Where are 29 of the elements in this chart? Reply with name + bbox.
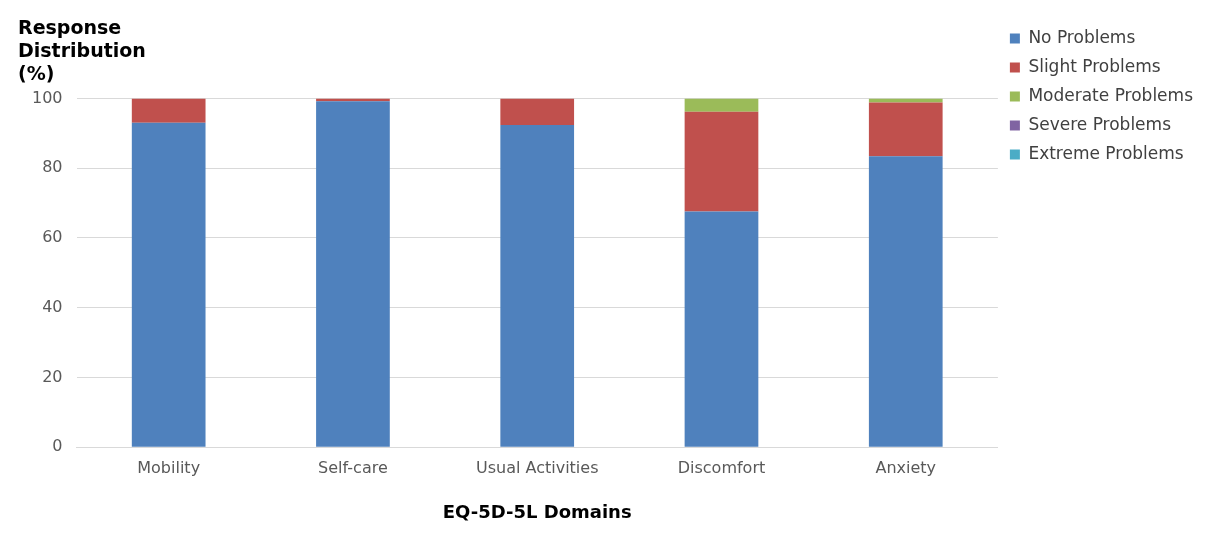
bar (868, 98, 943, 103)
legend-label: Extreme Problems (1028, 142, 1184, 163)
y-tick-label: 80 (42, 157, 63, 177)
x-tick-label: Usual Activities (475, 457, 599, 477)
x-axis-title: EQ-5D-5L Domains (442, 500, 632, 522)
bar (131, 98, 206, 123)
y-tick-label: 60 (42, 227, 63, 247)
y-tick-label: 40 (42, 296, 63, 316)
legend-label: No Problems (1028, 26, 1136, 47)
legend-label: Slight Problems (1028, 55, 1161, 76)
bar (684, 211, 759, 447)
y-tick-label: 0 (52, 436, 63, 456)
bar (684, 98, 759, 112)
bar (868, 156, 943, 447)
x-tick-label: Discomfort (677, 457, 766, 477)
legend-label: Moderate Problems (1028, 84, 1194, 105)
y-tick-label: 20 (42, 366, 63, 386)
x-tick-label: Self-care (318, 457, 388, 477)
bar (684, 111, 759, 212)
x-tick-label: Anxiety (875, 457, 937, 477)
y-axis-title: Response Distribution (%) (18, 16, 146, 84)
y-tick-label: 100 (31, 87, 63, 107)
bar (316, 101, 390, 447)
legend-label: Severe Problems (1028, 113, 1172, 134)
bar (131, 122, 206, 447)
bar (500, 98, 575, 125)
bar (868, 102, 943, 157)
x-tick-label: Mobility (137, 457, 201, 477)
bar (500, 124, 575, 447)
